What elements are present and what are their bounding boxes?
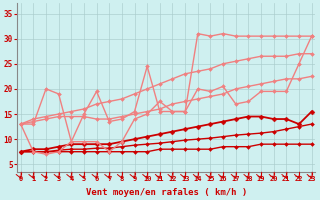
X-axis label: Vent moyen/en rafales ( km/h ): Vent moyen/en rafales ( km/h )	[85, 188, 247, 197]
